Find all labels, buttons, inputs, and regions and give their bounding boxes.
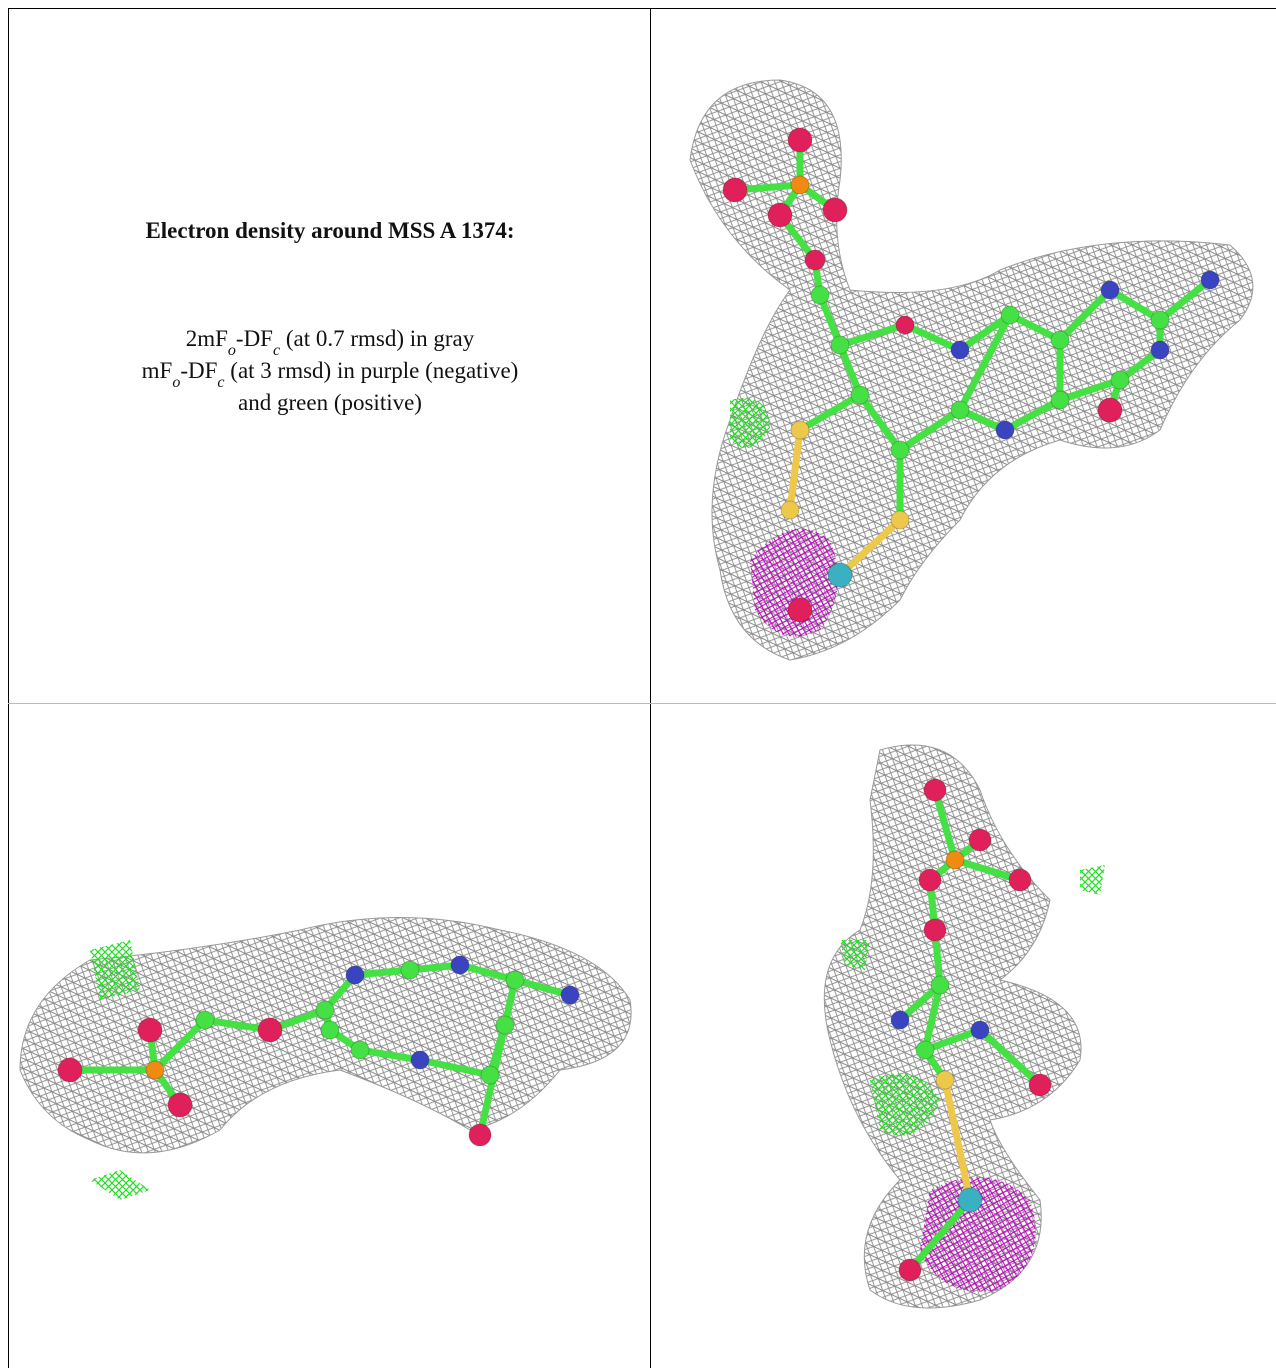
atom xyxy=(401,961,419,979)
atom xyxy=(351,1041,369,1059)
atom xyxy=(1051,331,1069,349)
atom xyxy=(168,1093,192,1117)
atom xyxy=(958,1188,982,1212)
caption-line: mFo-DFc (at 3 rmsd) in purple (negative) xyxy=(142,358,519,391)
caption-line: 2mFo-DFc (at 0.7 rmsd) in gray xyxy=(186,326,475,359)
atom xyxy=(1009,869,1031,891)
atom xyxy=(788,598,812,622)
atom xyxy=(138,1018,162,1042)
atom xyxy=(791,421,809,439)
atom xyxy=(723,178,747,202)
atom xyxy=(346,966,364,984)
atom xyxy=(788,128,812,152)
atom xyxy=(969,829,991,851)
atom xyxy=(924,779,946,801)
atom xyxy=(481,1066,499,1084)
atom xyxy=(811,286,829,304)
text-run: 2mF xyxy=(186,326,228,351)
atom xyxy=(891,511,909,529)
atom xyxy=(891,1011,909,1029)
atom xyxy=(805,250,825,270)
atom xyxy=(258,1018,282,1042)
atom xyxy=(916,1041,934,1059)
atom xyxy=(936,1071,954,1089)
atom xyxy=(1151,311,1169,329)
caption-line: and green (positive) xyxy=(238,390,422,415)
figure: Electron density around MSS A 1374: 2mFo… xyxy=(0,0,1276,1368)
subscript: c xyxy=(217,374,224,391)
atom xyxy=(781,501,799,519)
density-images xyxy=(20,80,1253,1308)
atom xyxy=(768,203,792,227)
atom xyxy=(469,1124,491,1146)
atom xyxy=(899,1259,921,1281)
atom xyxy=(561,986,579,1004)
text-run: -DF xyxy=(236,326,273,351)
atom xyxy=(146,1061,164,1079)
atom xyxy=(1098,398,1122,422)
atom xyxy=(451,956,469,974)
atom xyxy=(1101,281,1119,299)
text-run: (at 0.7 rmsd) in gray xyxy=(280,326,475,351)
text-run: -DF xyxy=(180,358,217,383)
atom xyxy=(1111,371,1129,389)
text-run: and green (positive) xyxy=(238,390,422,415)
subscript: c xyxy=(273,342,280,359)
atom xyxy=(411,1051,429,1069)
text-run: mF xyxy=(142,358,173,383)
table-borders xyxy=(8,8,1276,1368)
atom xyxy=(321,1021,339,1039)
subscript: o xyxy=(228,342,236,359)
density-mesh xyxy=(90,1170,150,1200)
atom xyxy=(931,976,949,994)
atom xyxy=(946,851,964,869)
atom xyxy=(1051,391,1069,409)
atom xyxy=(58,1058,82,1082)
atom xyxy=(951,341,969,359)
atom xyxy=(891,441,909,459)
atom xyxy=(1001,306,1019,324)
atom xyxy=(896,316,914,334)
atom xyxy=(196,1011,214,1029)
page: Electron density around MSS A 1374: 2mFo… xyxy=(0,0,1276,1368)
atom xyxy=(1029,1074,1051,1096)
atom xyxy=(1151,341,1169,359)
atom xyxy=(971,1021,989,1039)
text-run: (at 3 rmsd) in purple (negative) xyxy=(225,358,519,383)
atom xyxy=(951,401,969,419)
atom xyxy=(919,869,941,891)
atom xyxy=(316,1001,334,1019)
atom xyxy=(506,971,524,989)
density-mesh xyxy=(1080,865,1105,895)
atom xyxy=(851,386,869,404)
atom xyxy=(924,919,946,941)
atom xyxy=(996,421,1014,439)
atom xyxy=(831,336,849,354)
subscript: o xyxy=(172,374,180,391)
atom xyxy=(496,1016,514,1034)
atom xyxy=(823,198,847,222)
atom xyxy=(1201,271,1219,289)
atom xyxy=(791,176,809,194)
atom xyxy=(828,563,852,587)
caption-title: Electron density around MSS A 1374: xyxy=(145,218,514,243)
